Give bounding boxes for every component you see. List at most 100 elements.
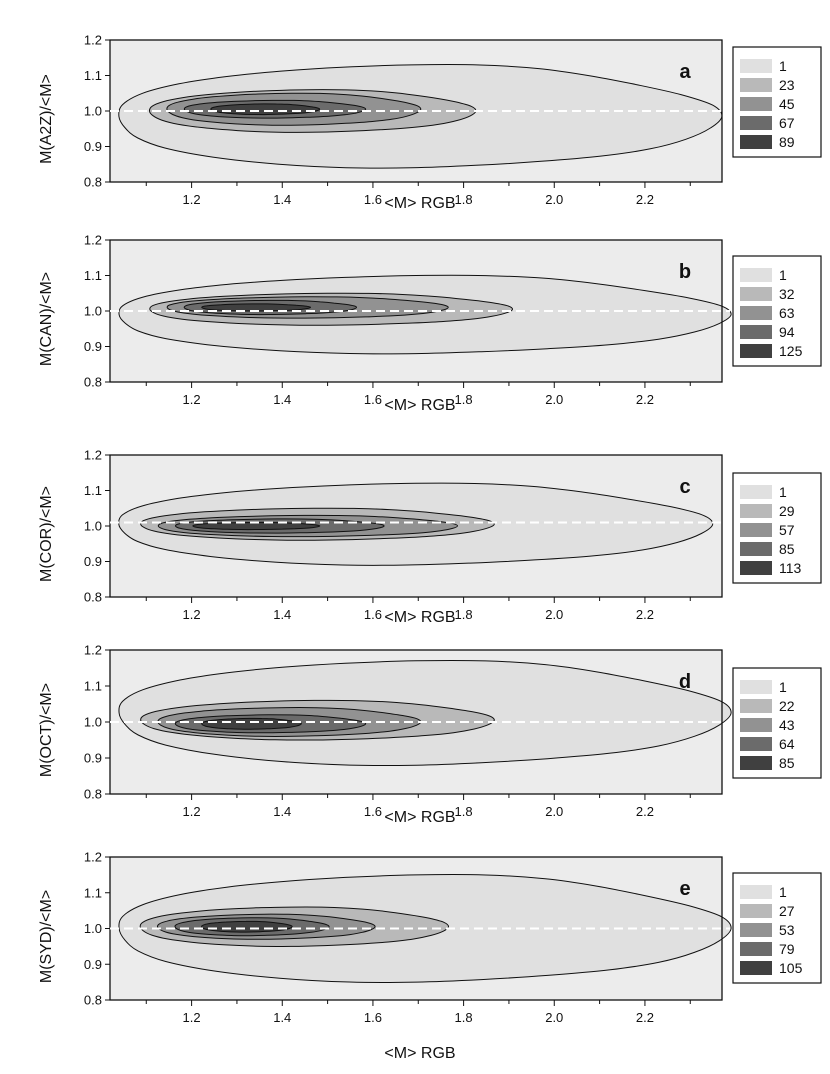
x-axis-title-d: <M> RGB xyxy=(384,809,455,826)
y-tick-label: 1.1 xyxy=(84,679,102,694)
legend-swatch xyxy=(740,923,772,937)
x-axis-title-e: <M> RGB xyxy=(384,1045,455,1062)
legend-swatch xyxy=(740,485,772,499)
x-tick-label: 2.2 xyxy=(636,804,654,819)
y-tick-label: 1.0 xyxy=(84,715,102,730)
legend-label: 63 xyxy=(779,305,795,321)
x-tick-label: 2.2 xyxy=(636,607,654,622)
y-tick-label: 0.9 xyxy=(84,751,102,766)
legend-label: 53 xyxy=(779,922,795,938)
legend-label: 1 xyxy=(779,484,787,500)
x-tick-label: 2.0 xyxy=(545,607,563,622)
y-tick-label: 1.0 xyxy=(84,104,102,119)
legend-label: 94 xyxy=(779,324,795,340)
legend-label: 67 xyxy=(779,115,795,131)
x-tick-label: 2.0 xyxy=(545,192,563,207)
x-tick-label: 1.6 xyxy=(364,392,382,407)
legend-label: 85 xyxy=(779,755,795,771)
y-tick-label: 0.8 xyxy=(84,375,102,390)
legend-e: 1 27 53 79 105 xyxy=(732,872,822,984)
legend-label: 79 xyxy=(779,941,795,957)
x-tick-label: 2.2 xyxy=(636,392,654,407)
x-tick-label: 1.2 xyxy=(183,192,201,207)
legend-swatch xyxy=(740,116,772,130)
legend-swatch xyxy=(740,561,772,575)
legend-label: 23 xyxy=(779,77,795,93)
contours-d xyxy=(118,659,732,767)
legend-swatch xyxy=(740,904,772,918)
x-tick-label: 1.6 xyxy=(364,804,382,819)
contour-level-125 xyxy=(201,303,312,312)
panel-c: 0.8 0.9 1.0 1.1 1.2 1.2 1.4 1.6 1.8 2.0 2.2 <M> RGB… xyxy=(38,448,822,626)
legend-d: 1 22 43 64 85 xyxy=(732,667,822,779)
y-axis-title-b: M(CAN)/<M> xyxy=(38,272,55,366)
y-tick-label: 1.2 xyxy=(84,643,102,658)
x-tick-label: 1.2 xyxy=(183,392,201,407)
legend-swatch xyxy=(740,523,772,537)
y-tick-label: 0.9 xyxy=(84,957,102,972)
x-tick-label: 1.4 xyxy=(273,804,291,819)
panel-letter-a: a xyxy=(679,61,691,83)
panel-letter-d: d xyxy=(679,671,691,693)
legend-swatch xyxy=(740,699,772,713)
x-tick-label: 1.6 xyxy=(364,607,382,622)
y-tick-label: 0.9 xyxy=(84,139,102,154)
legend-label: 45 xyxy=(779,96,795,112)
panel-b: 0.8 0.9 1.0 1.1 1.2 1.2 1.4 1.6 1.8 2.0 2.2 <M> RGB… xyxy=(38,233,822,414)
legend-label: 113 xyxy=(779,560,802,576)
legend-label: 125 xyxy=(779,343,803,359)
panel-letter-e: e xyxy=(679,878,690,900)
legend-label: 27 xyxy=(779,903,795,919)
legend-b: 1 32 63 94 125 xyxy=(732,255,822,367)
legend-swatch xyxy=(740,542,772,556)
y-axis-title-a: M(A2Z)/<M> xyxy=(38,74,55,164)
x-tick-label: 1.8 xyxy=(455,804,473,819)
y-tick-label: 0.8 xyxy=(84,175,102,190)
panel-e: 0.8 0.9 1.0 1.1 1.2 1.2 1.4 1.6 1.8 2.0 2.2 <M> RGB… xyxy=(38,850,822,1062)
legend-swatch xyxy=(740,344,772,358)
legend-label: 43 xyxy=(779,717,795,733)
legend-c: 1 29 57 85 113 xyxy=(732,472,822,584)
x-axis-title-c: <M> RGB xyxy=(384,609,455,626)
y-tick-label: 1.1 xyxy=(84,268,102,283)
contour-level-85 xyxy=(201,717,302,730)
y-tick-label: 0.9 xyxy=(84,339,102,354)
x-tick-label: 1.4 xyxy=(273,1010,291,1025)
x-tick-label: 1.8 xyxy=(455,1010,473,1025)
legend-label: 1 xyxy=(779,679,787,695)
y-axis-title-e: M(SYD)/<M> xyxy=(38,890,55,983)
x-tick-label: 2.2 xyxy=(636,1010,654,1025)
x-tick-label: 2.0 xyxy=(545,1010,563,1025)
legend-swatch xyxy=(740,78,772,92)
y-axis-title-c: M(COR)/<M> xyxy=(38,486,55,582)
y-tick-label: 1.2 xyxy=(84,233,102,248)
legend-label: 1 xyxy=(779,58,787,74)
contours-c xyxy=(118,482,714,566)
x-tick-label: 1.2 xyxy=(183,1010,201,1025)
legend-label: 22 xyxy=(779,698,795,714)
x-tick-label: 1.8 xyxy=(455,607,473,622)
legend-swatch xyxy=(740,306,772,320)
y-tick-label: 1.2 xyxy=(84,33,102,48)
legend-label: 85 xyxy=(779,541,795,557)
x-tick-label: 1.2 xyxy=(183,804,201,819)
legend-swatch xyxy=(740,680,772,694)
panel-letter-c: c xyxy=(679,476,690,498)
x-axis-title-a: <M> RGB xyxy=(384,195,455,212)
x-tick-label: 1.6 xyxy=(364,192,382,207)
x-tick-label: 1.4 xyxy=(273,392,291,407)
x-tick-label: 1.6 xyxy=(364,1010,382,1025)
y-tick-label: 0.8 xyxy=(84,590,102,605)
y-tick-label: 1.0 xyxy=(84,921,102,936)
x-axis-title-b: <M> RGB xyxy=(384,397,455,414)
panel-letter-b: b xyxy=(679,261,691,283)
legend-label: 105 xyxy=(779,960,803,976)
legend-label: 64 xyxy=(779,736,795,752)
x-tick-label: 2.0 xyxy=(545,392,563,407)
x-tick-label: 1.8 xyxy=(455,392,473,407)
x-tick-label: 2.0 xyxy=(545,804,563,819)
y-tick-label: 1.1 xyxy=(84,483,102,498)
legend-swatch xyxy=(740,942,772,956)
legend-label: 29 xyxy=(779,503,795,519)
